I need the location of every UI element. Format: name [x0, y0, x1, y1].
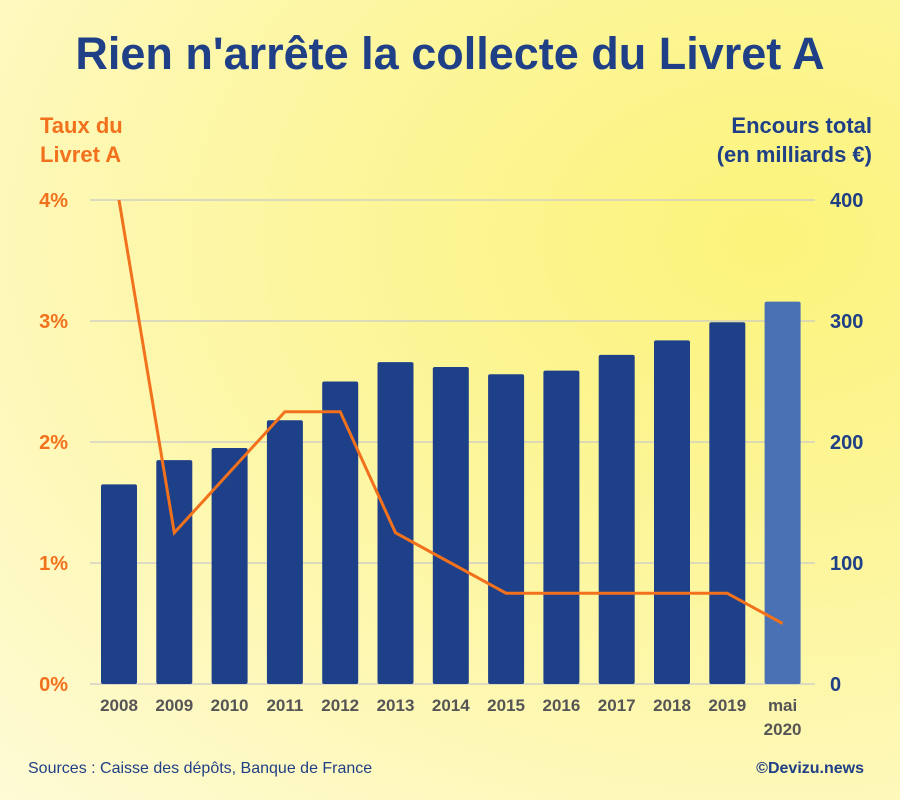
- x-tick-label: 2016: [542, 696, 580, 715]
- bar: [654, 340, 690, 684]
- right-tick-label: 100: [830, 553, 863, 575]
- source-note: Sources : Caisse des dépôts, Banque de F…: [28, 760, 373, 777]
- right-axis-title-line1: Encours total: [731, 113, 872, 138]
- bar: [266, 420, 303, 684]
- x-tick-label: 2018: [653, 696, 691, 715]
- bar: [377, 362, 414, 684]
- x-tick-label: 2014: [432, 696, 470, 715]
- x-tick-label: 2015: [487, 696, 525, 715]
- left-tick-label: 4%: [39, 190, 68, 212]
- x-tick-label: 2019: [708, 696, 746, 715]
- left-tick-label: 1%: [39, 553, 68, 575]
- left-tick-label: 0%: [39, 674, 68, 696]
- left-axis-title-line2: Livret A: [40, 142, 122, 167]
- credit: ©Devizu.news: [756, 760, 864, 777]
- bar: [543, 370, 580, 684]
- x-tick-label: 2008: [100, 696, 138, 715]
- bar: [211, 448, 248, 684]
- bar: [488, 374, 525, 684]
- right-tick-label: 400: [830, 190, 863, 212]
- rate-line: [117, 199, 784, 625]
- bar: [764, 301, 801, 684]
- chart-title: Rien n'arrête la collecte du Livret A: [75, 28, 825, 79]
- left-axis-title-line1: Taux du: [40, 113, 123, 138]
- bar: [322, 381, 359, 684]
- bar: [598, 354, 635, 684]
- x-tick-label: mai: [768, 696, 797, 715]
- right-tick-label: 300: [830, 311, 863, 333]
- right-axis-title: Encours total (en milliards €): [612, 111, 872, 169]
- left-tick-label: 3%: [39, 311, 68, 333]
- left-tick-label: 2%: [39, 432, 68, 454]
- left-axis-title: Taux du Livret A: [40, 111, 200, 169]
- right-tick-label: 0: [830, 674, 841, 696]
- right-tick-label: 200: [830, 432, 863, 454]
- right-axis-title-line2: (en milliards €): [716, 142, 872, 167]
- x-tick-label: 2009: [155, 696, 193, 715]
- x-tick-label: 2013: [377, 696, 415, 715]
- x-tick-label: 2012: [321, 696, 359, 715]
- x-tick-label: 2011: [266, 696, 303, 715]
- bar: [101, 484, 137, 684]
- bar: [432, 366, 469, 684]
- bar: [709, 322, 746, 684]
- x-tick-label: 2010: [211, 696, 249, 715]
- x-tick-label: 2017: [598, 696, 636, 715]
- x-tick-label: 2020: [764, 720, 802, 739]
- bar: [156, 460, 193, 684]
